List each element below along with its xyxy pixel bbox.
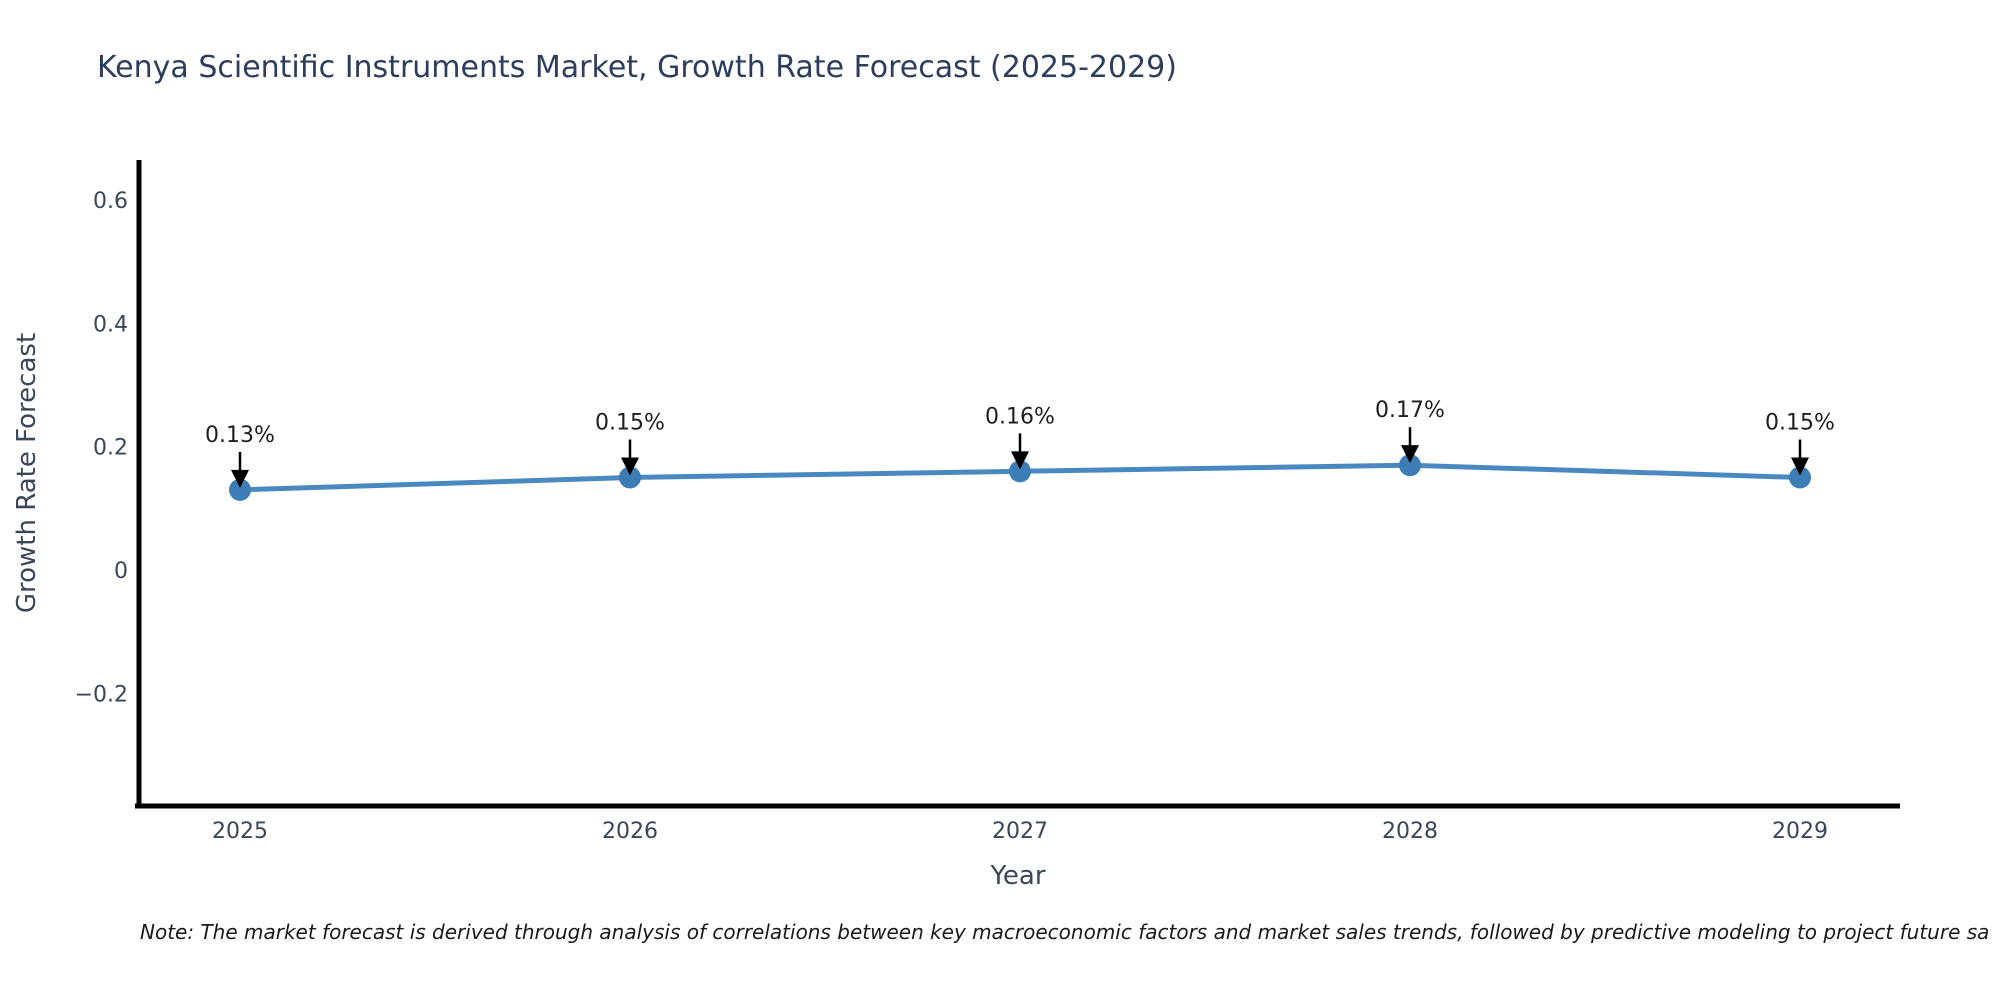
x-tick-label: 2025 xyxy=(212,819,268,844)
annotation-label: 0.13% xyxy=(205,423,275,448)
data-point-2026 xyxy=(619,466,641,489)
data-point-2029 xyxy=(1789,466,1811,489)
x-tick-label: 2027 xyxy=(992,819,1048,844)
chart-title: Kenya Scientific Instruments Market, Gro… xyxy=(97,50,1177,85)
x-tick-label: 2026 xyxy=(602,819,658,844)
data-point-2028 xyxy=(1399,454,1421,477)
annotation-label: 0.15% xyxy=(1765,410,1835,435)
annotation-arrow-head xyxy=(1791,457,1809,476)
annotation-label: 0.16% xyxy=(985,404,1055,429)
x-axis-title: Year xyxy=(990,861,1046,891)
annotation-label: 0.17% xyxy=(1375,398,1445,423)
x-tick-label: 2028 xyxy=(1382,819,1438,844)
y-tick-label: −0.2 xyxy=(75,682,128,707)
data-point-2025 xyxy=(229,478,251,501)
annotation-arrow-head xyxy=(1401,445,1419,464)
y-tick-label: 0.6 xyxy=(93,189,128,214)
y-tick-label: 0 xyxy=(114,559,128,584)
y-tick-label: 0.2 xyxy=(93,436,128,461)
footnote: Note: The market forecast is derived thr… xyxy=(140,920,1990,944)
annotation-arrow-head xyxy=(231,469,249,488)
annotation-label: 0.15% xyxy=(595,410,665,435)
annotation-arrow-head xyxy=(621,457,639,476)
y-tick-label: 0.4 xyxy=(93,312,128,337)
annotation-arrow-head xyxy=(1011,451,1029,470)
data-point-2027 xyxy=(1009,460,1031,483)
x-tick-label: 2029 xyxy=(1772,819,1828,844)
